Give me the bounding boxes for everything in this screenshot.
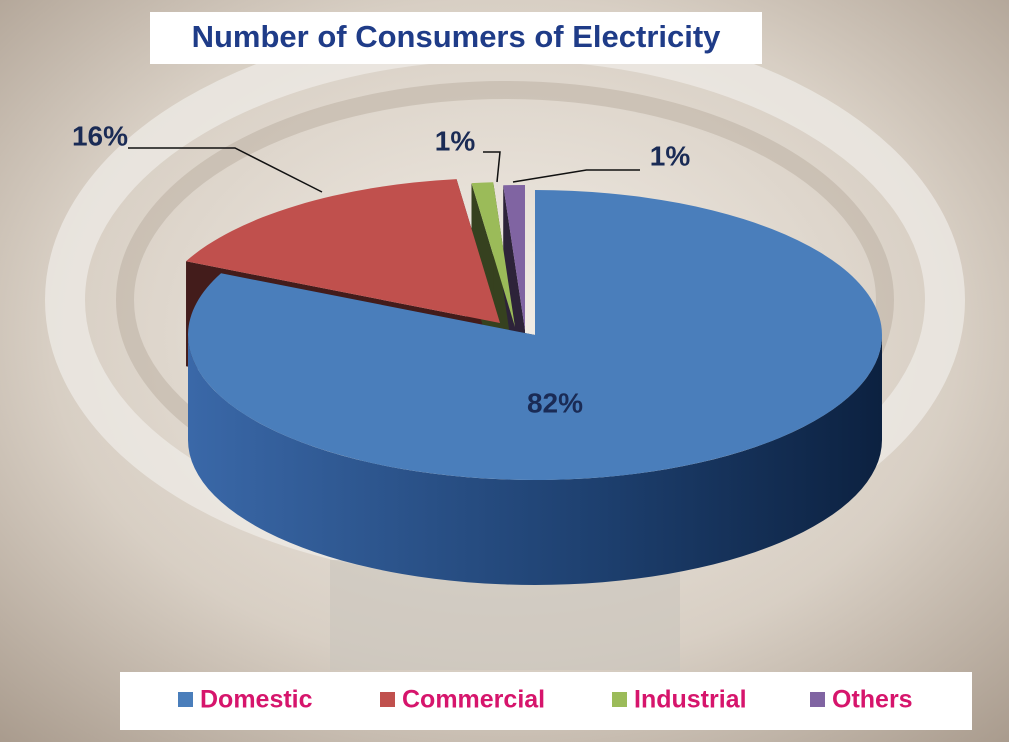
leader-line (483, 151, 501, 183)
leader-line (128, 147, 323, 193)
slice-rim (188, 335, 882, 585)
pie-slice (186, 179, 500, 323)
legend-swatch (380, 692, 395, 707)
data-label: 16% (72, 120, 128, 151)
data-label: 82% (527, 387, 583, 418)
title-box (150, 12, 762, 64)
pie-slice (471, 182, 515, 327)
legend-swatch (810, 692, 825, 707)
legend-swatch (178, 692, 193, 707)
pie-slice (187, 190, 882, 480)
legend-label: Industrial (634, 686, 747, 714)
leader-line (512, 169, 640, 183)
legend-label: Others (832, 686, 913, 714)
legend-label: Domestic (200, 686, 313, 714)
data-label: 1% (435, 125, 476, 156)
chart-title: Number of Consumers of Electricity (192, 19, 722, 54)
legend-box (120, 672, 972, 730)
legend-label: Commercial (402, 686, 545, 714)
legend-swatch (612, 692, 627, 707)
data-label: 1% (650, 140, 691, 171)
pie-slice (503, 185, 525, 330)
